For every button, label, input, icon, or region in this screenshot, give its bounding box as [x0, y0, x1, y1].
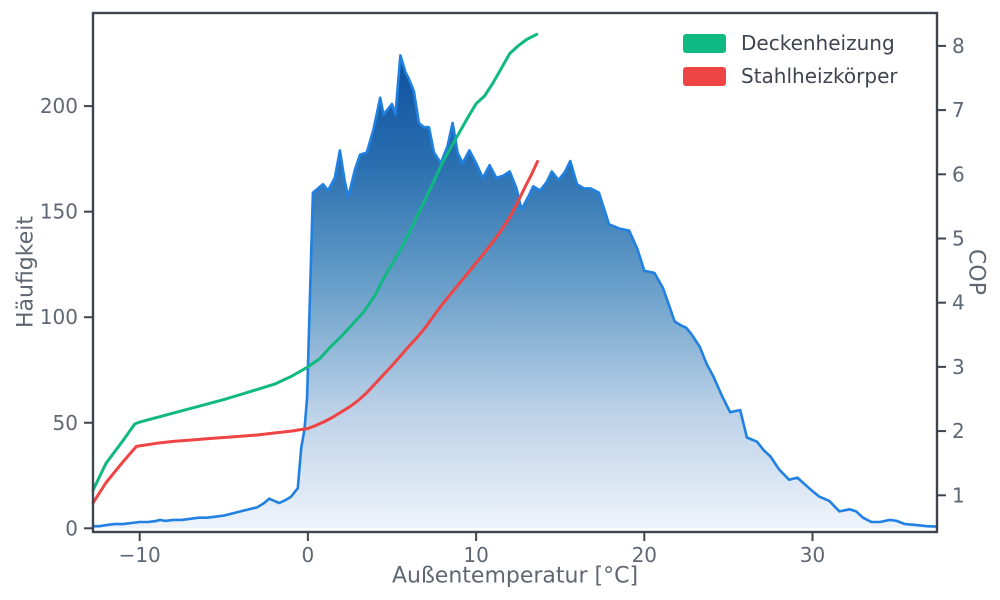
x-tick-label-4: 30	[800, 543, 825, 567]
histogram-line	[91, 54, 939, 528]
x-axis-label: Außentemperatur [°C]	[391, 563, 639, 589]
y-right-tick-label-3: 4	[952, 291, 965, 315]
y-left-tick-label-3: 150	[40, 200, 78, 224]
y-axis-left-label: Häufigkeit	[13, 215, 39, 329]
x-axis-ticks: −10 0 10 20 30	[119, 532, 825, 567]
y-left-tick-label-2: 100	[40, 305, 78, 329]
y-left-tick-label-0: 0	[65, 516, 78, 540]
series-line-0	[91, 32, 539, 492]
x-tick-label-2: 10	[463, 543, 488, 567]
y-left-ticks: 0 50 100 150 200	[40, 94, 93, 540]
legend-label-stahlheizkoerper: Stahlheizkörper	[741, 64, 898, 88]
legend-swatch-deckenheizung	[683, 33, 726, 53]
x-tick-label-1: 0	[302, 543, 315, 567]
y-left-tick-label-1: 50	[53, 411, 78, 435]
legend-item-deckenheizung: Deckenheizung	[683, 33, 898, 53]
y-right-tick-label-6: 7	[952, 98, 965, 122]
y-right-tick-label-1: 2	[952, 419, 965, 443]
histogram-area	[93, 55, 937, 529]
y-right-ticks: 1 2 3 4 5 6 7 8	[937, 34, 965, 507]
x-tick-label-3: 20	[632, 543, 657, 567]
y-right-tick-label-2: 3	[952, 355, 965, 379]
series-line-1	[91, 160, 539, 505]
y-axis-right-label: COP	[963, 249, 989, 295]
legend-swatch-stahlheizkoerper	[683, 66, 726, 86]
y-right-tick-label-4: 5	[952, 227, 965, 251]
y-right-tick-label-5: 6	[952, 162, 965, 186]
y-right-tick-label-7: 8	[952, 34, 965, 58]
axes-frame	[91, 11, 939, 534]
y-right-tick-label-0: 1	[952, 483, 965, 507]
x-tick-label-0: −10	[119, 543, 161, 567]
y-left-tick-label-4: 200	[40, 94, 78, 118]
legend-label-deckenheizung: Deckenheizung	[741, 31, 895, 55]
legend-item-stahlheizkoerper: Stahlheizkörper	[683, 66, 898, 86]
legend: Deckenheizung Stahlheizkörper	[683, 33, 898, 86]
